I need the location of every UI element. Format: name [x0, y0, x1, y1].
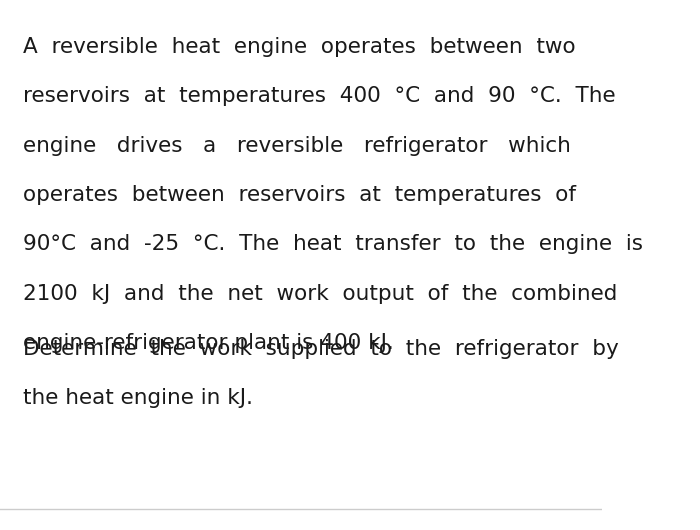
Text: reservoirs  at  temperatures  400  °C  and  90  °C.  The: reservoirs at temperatures 400 °C and 90… [23, 86, 615, 107]
Text: Determine  the  work  supplied  to  the  refrigerator  by: Determine the work supplied to the refri… [23, 339, 619, 359]
Text: 90°C  and  -25  °C.  The  heat  transfer  to  the  engine  is: 90°C and -25 °C. The heat transfer to th… [23, 234, 643, 254]
Text: the heat engine in kJ.: the heat engine in kJ. [23, 388, 253, 409]
Text: operates  between  reservoirs  at  temperatures  of: operates between reservoirs at temperatu… [23, 185, 576, 205]
Text: A  reversible  heat  engine  operates  between  two: A reversible heat engine operates betwee… [23, 37, 575, 57]
Text: engine-refrigerator plant is 400 kJ.: engine-refrigerator plant is 400 kJ. [23, 333, 393, 353]
Text: engine   drives   a   reversible   refrigerator   which: engine drives a reversible refrigerator … [23, 136, 570, 156]
Text: 2100  kJ  and  the  net  work  output  of  the  combined: 2100 kJ and the net work output of the c… [23, 284, 617, 304]
